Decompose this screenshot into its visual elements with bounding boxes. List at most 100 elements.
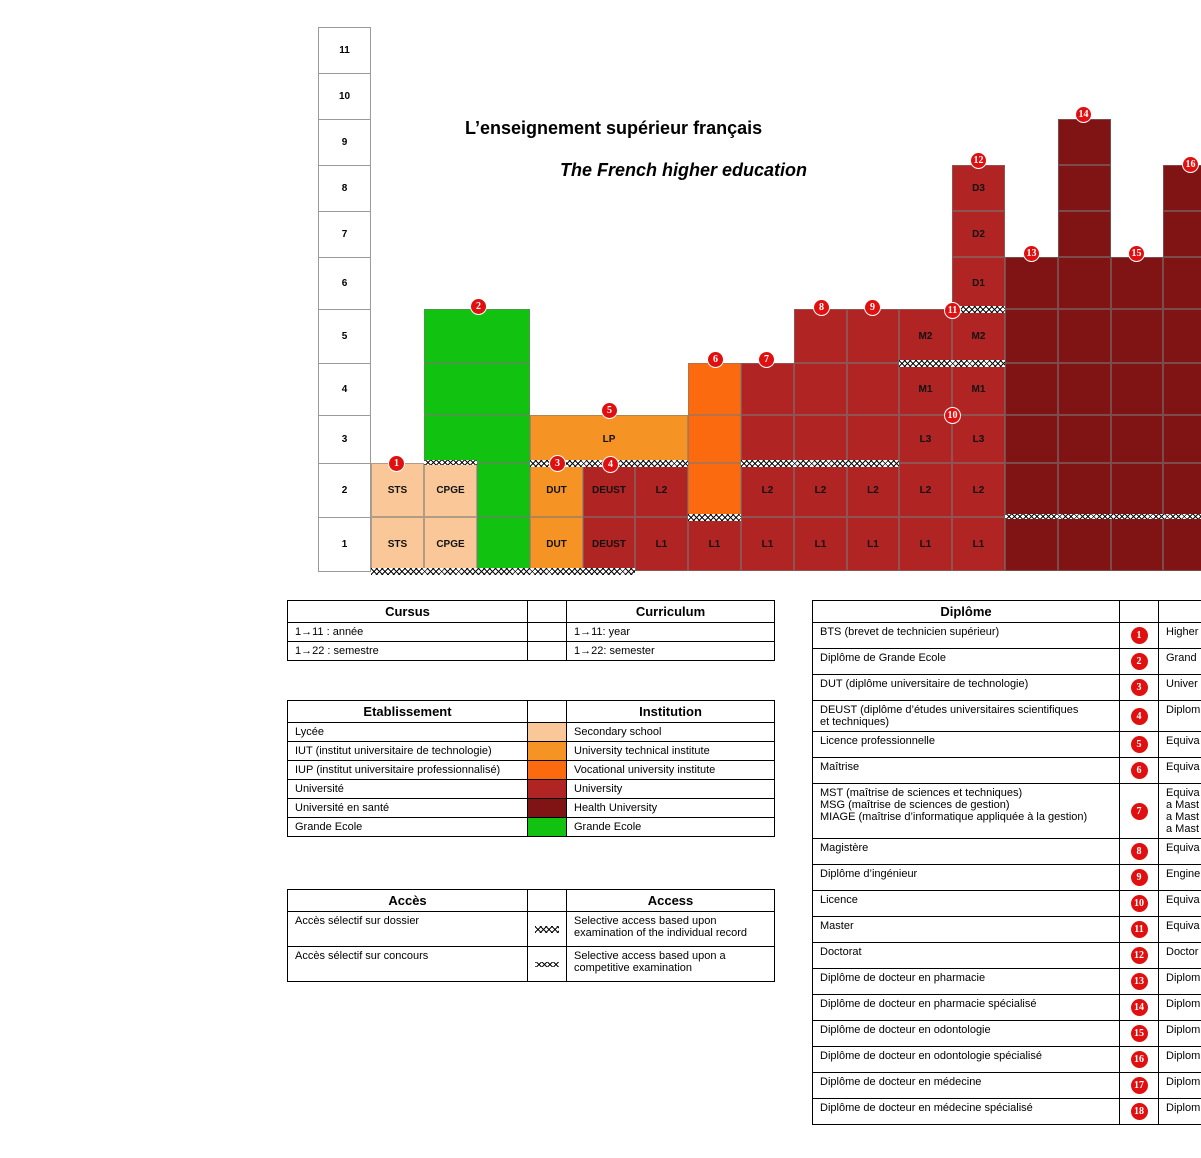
access-concours: Selective access based upon a competitiv… (566, 946, 775, 982)
diploma-row: Diplôme de docteur en pharmacie spéciali… (812, 994, 1201, 1021)
year-axis-label: 2 (318, 463, 371, 518)
single-wave-icon-cell (527, 946, 567, 982)
diploma-number-cell: 15 (1119, 1020, 1159, 1047)
diploma-number-badge: 10 (1130, 895, 1148, 912)
diploma-french: Diplôme de docteur en médecine spécialis… (812, 1098, 1120, 1125)
diploma-french: Diplôme de docteur en pharmacie spéciali… (812, 994, 1120, 1021)
diploma-french: Magistère (812, 838, 1120, 865)
year-axis-label: 11 (318, 27, 371, 74)
diploma-english-cell: Diplom (1158, 1046, 1201, 1073)
health-university-cell (1111, 517, 1163, 571)
diploma-name: Diplôme de docteur en médecine spécialis… (820, 1102, 1033, 1114)
diploma-english-line: a Mast (1166, 799, 1200, 811)
diplome-header: Diplôme (812, 600, 1120, 623)
access-concours-line2: competitive examination (574, 962, 693, 974)
iup-cell (688, 415, 741, 463)
diploma-name: Magistère (820, 842, 869, 854)
university-cell (847, 309, 899, 363)
cursus-spacer (527, 600, 567, 623)
diploma-english-cell: Diplom (1158, 1072, 1201, 1099)
diploma-table: Diplôme BTS (brevet de technicien supéri… (812, 600, 1201, 1125)
badge-13: 13 (1023, 245, 1040, 262)
institution-color-swatch (527, 722, 567, 742)
diploma-name: MST (maîtrise de sciences et techniques) (820, 787, 1023, 799)
diploma-french: DEUST (diplôme d’études universitaires s… (812, 700, 1120, 732)
health-university-cell (1058, 309, 1111, 363)
acces-concours: Accès sélectif sur concours (287, 946, 528, 982)
diploma-number-badge: 7 (1130, 802, 1148, 820)
diploma-number-badge: 8 (1130, 843, 1148, 860)
double-wave-icon-cell (527, 911, 567, 947)
cursus-spacer (527, 641, 567, 661)
university-cell (794, 309, 847, 363)
diploma-english: Equiva (1166, 761, 1200, 773)
diploma-french: DUT (diplôme universitaire de technologi… (812, 674, 1120, 701)
access-header: Access (566, 889, 775, 912)
diploma-english: Equiva (1166, 894, 1200, 906)
health-university-cell (1111, 363, 1163, 415)
diploma-name-line2: MSG (maîtrise de sciences de gestion) (820, 799, 1010, 811)
diploma-english-cell: Diplom (1158, 1020, 1201, 1047)
l2-cell: L2 (741, 463, 794, 517)
institution-color-swatch (527, 779, 567, 799)
institution-row: Université en santé Health University (287, 798, 775, 818)
diploma-row: BTS (brevet de technicien supérieur) 1 Hig… (812, 622, 1201, 649)
double-wave-icon (952, 306, 1005, 313)
diploma-number-badge: 17 (1130, 1077, 1148, 1094)
badge-7: 7 (758, 351, 775, 368)
institution-color-swatch (527, 760, 567, 780)
etablissement-name: IUT (institut universitaire de technolog… (287, 741, 528, 761)
health-university-cell (1005, 463, 1058, 517)
badge-6: 6 (707, 351, 724, 368)
diploma-french: Maîtrise (812, 757, 1120, 784)
diploma-number-badge: 14 (1130, 999, 1148, 1016)
year-axis-label: 1 (318, 517, 371, 572)
institution-name: Vocational university institute (566, 760, 775, 780)
title-english: The French higher education (560, 160, 808, 180)
diploma-number-cell: 1 (1119, 622, 1159, 649)
diploma-english-cell: Diplom (1158, 994, 1201, 1021)
diploma-english-cell: Equiva a Mast a Mast a Mast (1158, 783, 1201, 839)
health-university-cell (1058, 211, 1111, 257)
badge-3: 3 (549, 455, 566, 472)
etablissement-name: Université (287, 779, 528, 799)
badge-8: 8 (813, 299, 830, 316)
diploma-name: Diplôme de docteur en pharmacie spéciali… (820, 998, 1037, 1010)
diploma-name: Diplôme de Grande Ecole (820, 652, 946, 664)
health-university-cell (1163, 463, 1201, 517)
diploma-english: Equiva (1166, 920, 1200, 932)
l2-cell: L2 (847, 463, 899, 517)
institution-row: Grande Ecole Grande Ecole (287, 817, 775, 837)
diploma-number-badge: 3 (1130, 679, 1148, 696)
d1-cell: D1 (952, 257, 1005, 309)
diploma-name: BTS (brevet de technicien supérieur) (820, 626, 1000, 638)
dut-cell: DUT (530, 517, 583, 571)
health-university-cell (1163, 363, 1201, 415)
l1-cell: L1 (741, 517, 794, 571)
institution-color-swatch (527, 741, 567, 761)
university-cell (794, 363, 847, 415)
cpge-cell: CPGE (424, 463, 477, 517)
diploma-english-cell: Grand (1158, 648, 1201, 675)
health-university-cell (1058, 517, 1111, 571)
diploma-english-cell: Diplom (1158, 700, 1201, 732)
diploma-number-badge: 12 (1130, 947, 1148, 964)
diploma-number-badge: 5 (1130, 736, 1148, 753)
diploma-number-cell: 17 (1119, 1072, 1159, 1099)
diploma-french: Diplôme de docteur en odontologie (812, 1020, 1120, 1047)
diploma-number-cell: 13 (1119, 968, 1159, 995)
institution-row: Université University (287, 779, 775, 799)
diploma-row: Magistère 8 Equiva (812, 838, 1201, 865)
health-university-cell (1005, 517, 1058, 571)
health-university-cell (1058, 463, 1111, 517)
diploma-french: Master (812, 916, 1120, 943)
institution-name: University (566, 779, 775, 799)
year-axis-label: 8 (318, 165, 371, 212)
diploma-english-cell: Equiva (1158, 890, 1201, 917)
diploma-french: MST (maîtrise de sciences et techniques)… (812, 783, 1120, 839)
health-university-cell (1058, 257, 1111, 309)
diploma-name: Diplôme d’ingénieur (820, 868, 918, 880)
diploma-row: MST (maîtrise de sciences et techniques)… (812, 783, 1201, 839)
diploma-row: Diplôme de docteur en odontologie spécia… (812, 1046, 1201, 1073)
cursus-table: Cursus Curriculum 1→11 : année 1→11: yea… (287, 600, 775, 661)
